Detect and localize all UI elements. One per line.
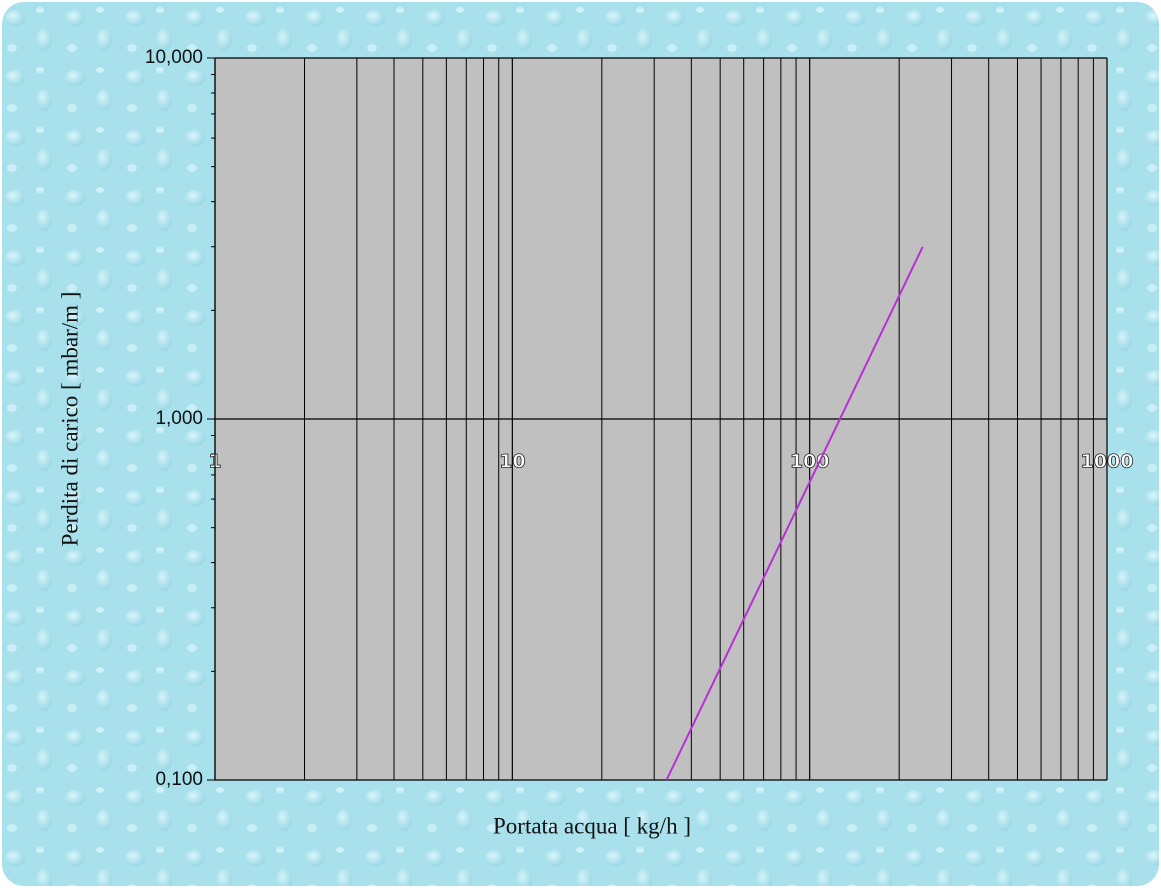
y-tick-label: 10,000 [145,47,203,68]
y-axis-title: Perdita di carico [ mbar/m ] [57,292,82,547]
y-tick-label: 1,000 [155,408,203,429]
chart: Portata acqua [ kg/h ] Perdita di carico… [0,0,1161,888]
x-tick-label: 1000 [1081,451,1134,473]
y-tick-label: 0,100 [155,769,203,790]
x-tick-label: 10 [499,451,525,473]
x-axis-title: Portata acqua [ kg/h ] [493,813,691,838]
